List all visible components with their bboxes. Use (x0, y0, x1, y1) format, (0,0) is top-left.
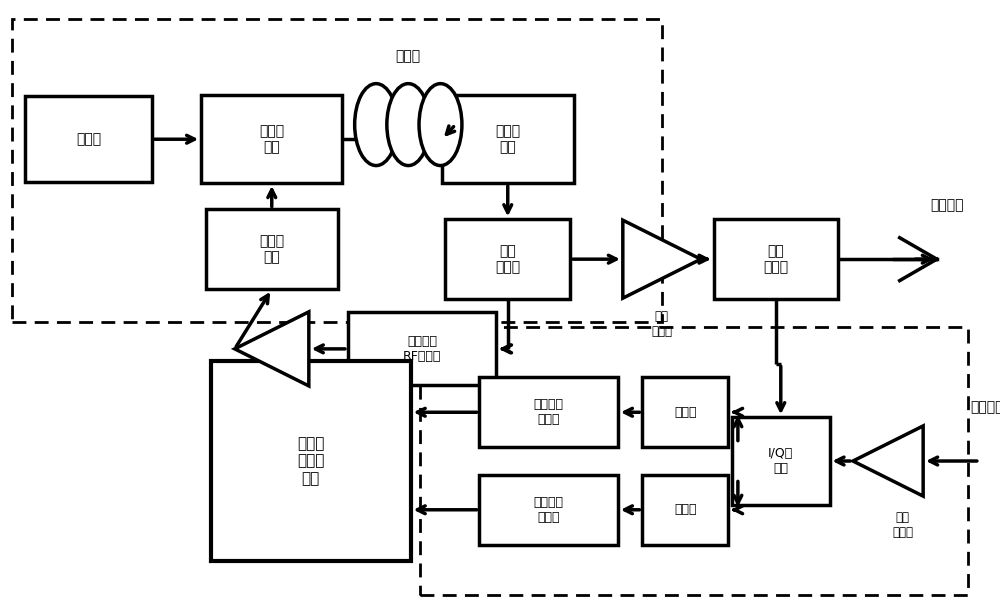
Text: 滤波器: 滤波器 (674, 503, 696, 516)
Bar (479, 377, 618, 447)
Text: 激光器: 激光器 (76, 132, 101, 146)
Text: 长光纤: 长光纤 (396, 49, 421, 63)
Text: 第二
功分器: 第二 功分器 (495, 244, 520, 274)
Text: 接收天线: 接收天线 (971, 400, 1000, 414)
Text: 数字信
号处理
模块: 数字信 号处理 模块 (297, 436, 324, 486)
Bar (201, 95, 342, 183)
Text: 第一
功分器: 第一 功分器 (763, 244, 788, 274)
Polygon shape (235, 312, 309, 386)
Ellipse shape (419, 84, 462, 165)
Bar (714, 219, 838, 299)
Bar (211, 361, 411, 561)
Text: 光电探
测器: 光电探 测器 (495, 124, 520, 154)
Bar (25, 96, 152, 182)
Text: 模拟数字
转换器: 模拟数字 转换器 (534, 496, 564, 524)
Text: 发射天线: 发射天线 (930, 198, 963, 212)
Text: 第二
放大器: 第二 放大器 (892, 511, 913, 539)
Ellipse shape (387, 84, 430, 165)
Text: 快速可调
RF滤波器: 快速可调 RF滤波器 (403, 335, 441, 363)
Bar (206, 209, 338, 289)
Polygon shape (623, 220, 701, 298)
Bar (348, 312, 496, 386)
Text: I/Q混
频器: I/Q混 频器 (768, 447, 793, 475)
Text: 模拟数字
转换器: 模拟数字 转换器 (534, 398, 564, 426)
Text: 第三
放大器: 第三 放大器 (261, 398, 282, 426)
Bar (12, 20, 662, 321)
Bar (442, 95, 574, 183)
Bar (732, 417, 830, 505)
Text: 滤波器: 滤波器 (674, 406, 696, 418)
Ellipse shape (355, 84, 398, 165)
Bar (642, 377, 728, 447)
Polygon shape (853, 426, 923, 496)
Bar (479, 475, 618, 545)
Bar (642, 475, 728, 545)
Text: 宽带滤
波器: 宽带滤 波器 (259, 234, 284, 265)
Text: 强度调
制器: 强度调 制器 (259, 124, 284, 154)
Bar (420, 328, 968, 595)
Bar (445, 219, 570, 299)
Text: 第一
放大器: 第一 放大器 (651, 310, 672, 338)
